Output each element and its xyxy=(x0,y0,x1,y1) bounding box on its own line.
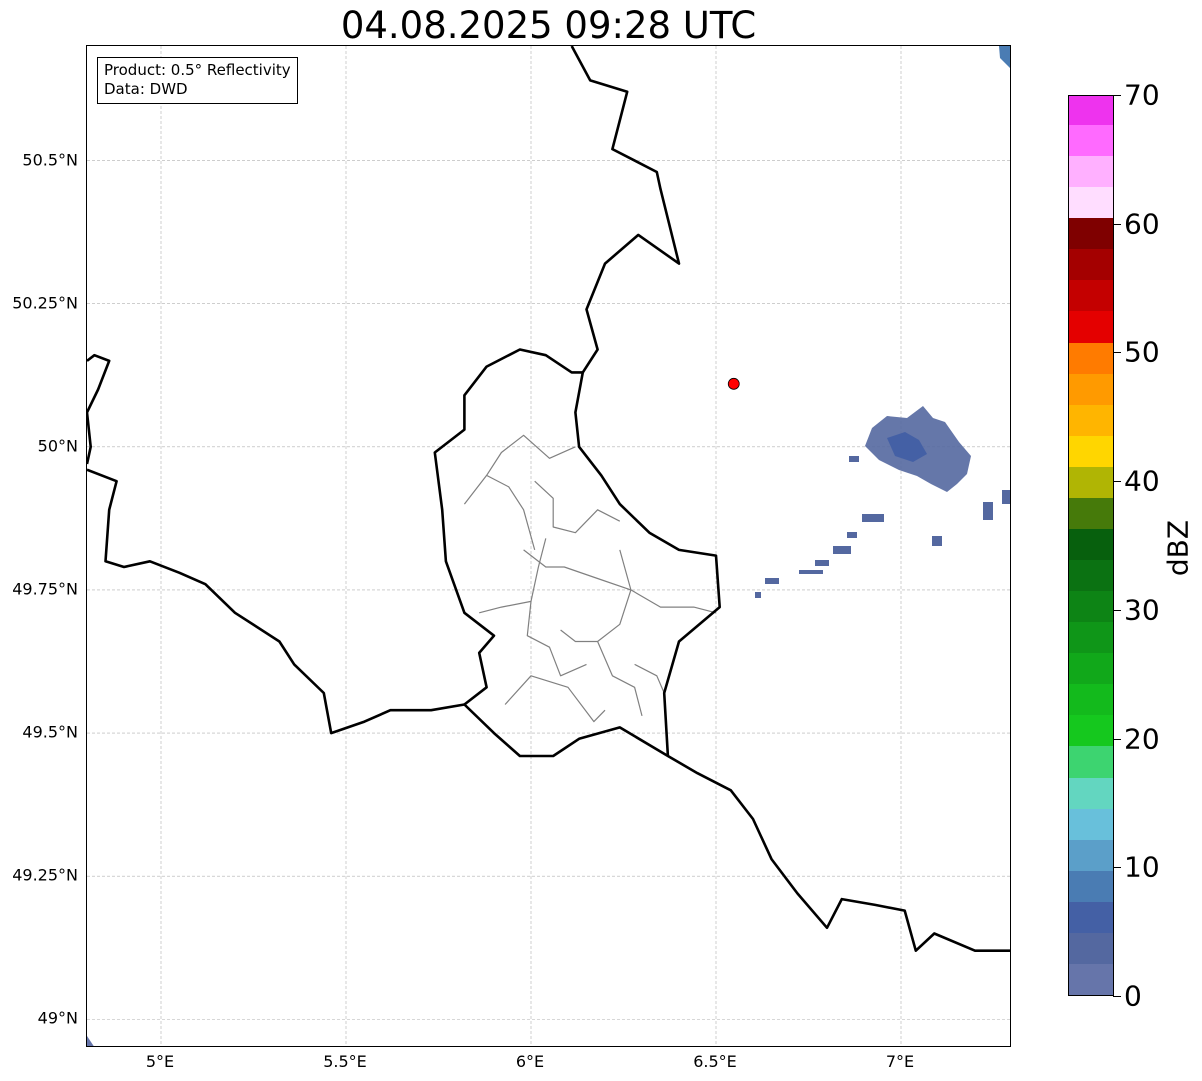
map-canvas xyxy=(87,46,1010,1046)
lat-tick-label: 49°N xyxy=(37,1008,78,1028)
colorbar-bin xyxy=(1069,497,1113,529)
colorbar-tick-label: 0 xyxy=(1124,979,1142,1013)
colorbar-tick-label: 50 xyxy=(1124,335,1160,369)
colorbar-bin xyxy=(1069,808,1113,840)
radar-echoes xyxy=(87,46,1010,1046)
canton-border xyxy=(479,600,587,677)
echo-fragment xyxy=(862,514,884,522)
echo-fragment xyxy=(799,570,823,574)
canton-border xyxy=(530,538,547,602)
colorbar-tick-mark xyxy=(1113,223,1121,225)
colorbar-bin xyxy=(1069,932,1113,964)
colorbar-tick-label: 30 xyxy=(1124,593,1160,627)
national-border xyxy=(433,348,722,757)
colorbar-bin xyxy=(1069,590,1113,623)
echo-corner xyxy=(87,1036,94,1046)
echo-fragment xyxy=(833,546,851,554)
colorbar-bin xyxy=(1069,186,1113,219)
colorbar-bin xyxy=(1069,342,1113,374)
canton-border xyxy=(523,549,717,614)
colorbar-bin xyxy=(1069,311,1113,343)
colorbar-bin xyxy=(1069,528,1113,561)
canton-border xyxy=(534,480,621,534)
colorbar-tick-label: 40 xyxy=(1124,464,1160,498)
colorbar-bin xyxy=(1069,217,1113,250)
echo-fragment xyxy=(847,532,857,538)
echo-fragment xyxy=(1002,490,1010,504)
colorbar-tick-mark xyxy=(1113,867,1121,869)
data-source-label: Data: DWD xyxy=(104,80,188,98)
colorbar-bin xyxy=(1069,248,1113,281)
colorbar xyxy=(1068,95,1114,996)
echo-fragment xyxy=(765,578,779,584)
lat-tick-label: 50.5°N xyxy=(22,150,78,169)
colorbar-tick-label: 20 xyxy=(1124,722,1160,756)
canton-border xyxy=(486,474,536,551)
colorbar-bin xyxy=(1069,466,1113,498)
colorbar-tick-mark xyxy=(1113,352,1121,354)
colorbar-tick-mark xyxy=(1113,609,1121,611)
lon-tick-label: 5.5°E xyxy=(323,1052,367,1071)
lat-tick-label: 50°N xyxy=(37,436,78,456)
colorbar-bin xyxy=(1069,683,1113,716)
product-info-box: Product: 0.5° Reflectivity Data: DWD xyxy=(97,57,298,104)
lon-tick-label: 7°E xyxy=(885,1052,915,1071)
lat-tick-label: 49.25°N xyxy=(12,865,78,885)
colorbar-bin xyxy=(1069,373,1113,405)
canton-border xyxy=(560,549,632,643)
borders xyxy=(87,46,1010,953)
colorbar-bin xyxy=(1069,777,1113,809)
echo-fragment xyxy=(849,456,859,462)
lon-tick-label: 6.5°E xyxy=(693,1052,737,1071)
canton-border xyxy=(504,675,606,723)
map-title: 04.08.2025 09:28 UTC xyxy=(340,4,757,47)
colorbar-bin xyxy=(1069,559,1113,592)
lat-tick-label: 50.25°N xyxy=(12,293,78,313)
colorbar-bin xyxy=(1069,404,1113,436)
national-border xyxy=(87,353,111,465)
colorbar-bin xyxy=(1069,155,1113,188)
colorbar-bin xyxy=(1069,714,1113,747)
echo-fragment xyxy=(815,560,829,566)
canton-border xyxy=(463,434,576,505)
colorbar-bin xyxy=(1069,870,1113,902)
colorbar-bin xyxy=(1069,652,1113,685)
colorbar-bin xyxy=(1069,279,1113,312)
echo-fragment xyxy=(983,502,993,520)
gridlines xyxy=(87,46,1010,1046)
colorbar-bin xyxy=(1069,745,1113,778)
colorbar-tick-mark xyxy=(1113,95,1121,96)
echo-fragment xyxy=(932,536,942,546)
colorbar-tick-label: 60 xyxy=(1124,207,1160,241)
colorbar-tick-label: 70 xyxy=(1124,78,1160,112)
colorbar-tick-label: 10 xyxy=(1124,850,1160,884)
lat-tick-label: 49.75°N xyxy=(12,579,78,599)
echo-fragment xyxy=(755,592,761,598)
lat-tick-label: 49.5°N xyxy=(22,722,78,742)
colorbar-unit-label: dBZ xyxy=(1161,519,1195,577)
canton-border xyxy=(597,641,643,717)
colorbar-bin xyxy=(1069,124,1113,157)
colorbar-bin xyxy=(1069,621,1113,654)
canton-border xyxy=(634,663,665,694)
lon-tick-label: 5°E xyxy=(145,1052,175,1071)
radar-site-marker xyxy=(727,377,740,390)
colorbar-bin xyxy=(1069,839,1113,871)
colorbar-tick-mark xyxy=(1113,996,1121,997)
colorbar-bin xyxy=(1069,963,1113,995)
colorbar-tick-mark xyxy=(1113,481,1121,483)
product-label: Product: 0.5° Reflectivity xyxy=(104,61,291,79)
echo-corner xyxy=(999,46,1010,68)
map-area xyxy=(86,45,1011,1047)
echo-cluster-core xyxy=(887,432,927,462)
colorbar-bin xyxy=(1069,901,1113,933)
national-border xyxy=(87,468,1010,953)
national-border xyxy=(570,46,681,374)
colorbar-tick-mark xyxy=(1113,738,1121,740)
colorbar-bin xyxy=(1069,435,1113,467)
lon-tick-label: 6°E xyxy=(515,1052,545,1071)
colorbar-bin xyxy=(1069,96,1113,126)
